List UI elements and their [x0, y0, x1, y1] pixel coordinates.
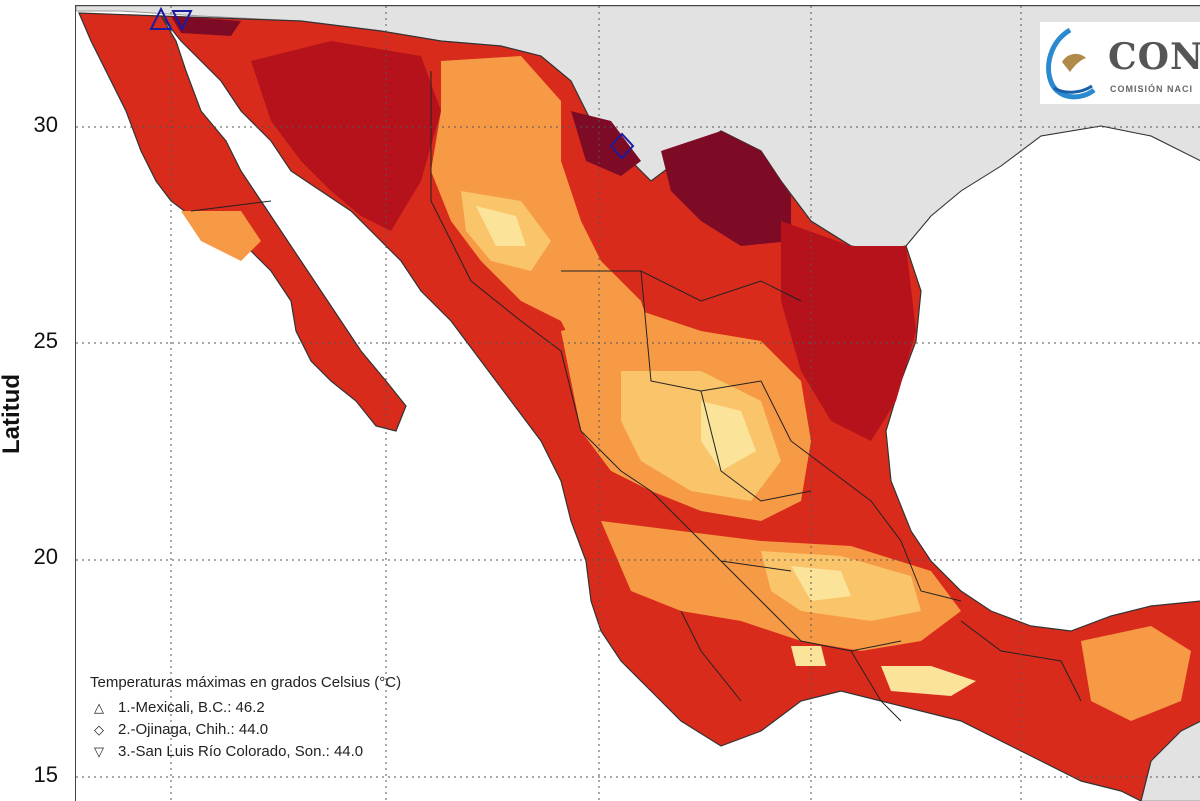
temp-zone-mild — [881, 666, 976, 696]
triangle-down-icon: ▽ — [94, 744, 104, 759]
temp-zone-very-hot — [781, 221, 916, 441]
temp-zone-extreme — [661, 131, 791, 246]
temp-zone-extreme — [571, 111, 641, 176]
y-axis-title: Latitud — [0, 374, 25, 454]
legend-item: ▽ 3.-San Luis Río Colorado, Son.: 44.0 — [90, 741, 401, 763]
temperature-map — [75, 5, 1200, 801]
legend-item-text: 1.-Mexicali, B.C.: 46.2 — [118, 699, 265, 716]
conagua-emblem-icon — [1046, 27, 1096, 100]
legend-item: ◇ 2.-Ojinaga, Chih.: 44.0 — [90, 719, 401, 741]
temp-zone-mild — [791, 646, 826, 666]
temp-zone-hot — [431, 56, 661, 381]
san-luis-rio-colorado-marker[interactable] — [171, 10, 193, 32]
map-gridlines — [76, 6, 1200, 801]
temp-zone-extreme — [171, 16, 241, 36]
y-tick-label: 15 — [33, 762, 58, 787]
ojinaga-marker[interactable] — [609, 132, 635, 160]
temperature-map-canvas — [76, 6, 1200, 801]
temp-zone-hot — [181, 211, 261, 261]
temp-zone-hot — [1081, 626, 1191, 721]
y-tick-label: 20 — [33, 544, 58, 569]
conagua-logo: CON COMISIÓN NACI — [1040, 22, 1200, 104]
legend-item-text: 2.-Ojinaga, Chih.: 44.0 — [118, 721, 269, 738]
triangle-up-icon: △ — [94, 700, 104, 715]
temp-zone-mild — [476, 206, 526, 246]
y-tick-label: 30 — [33, 112, 58, 137]
diamond-icon: ◇ — [94, 722, 104, 737]
map-legend: Temperaturas máximas en grados Celsius (… — [90, 674, 401, 763]
logo-subtitle: COMISIÓN NACI — [1110, 84, 1194, 94]
y-tick-label: 25 — [33, 328, 58, 353]
temp-zone-mild — [701, 401, 756, 471]
temp-zone-mild — [791, 566, 851, 601]
mexicali-marker[interactable] — [149, 6, 173, 30]
legend-item-text: 3.-San Luis Río Colorado, Son.: 44.0 — [118, 743, 364, 760]
temp-zone-very-hot — [251, 41, 441, 231]
legend-item: △ 1.-Mexicali, B.C.: 46.2 — [90, 697, 401, 719]
legend-title: Temperaturas máximas en grados Celsius (… — [90, 674, 402, 691]
logo-text: CON — [1108, 36, 1200, 78]
